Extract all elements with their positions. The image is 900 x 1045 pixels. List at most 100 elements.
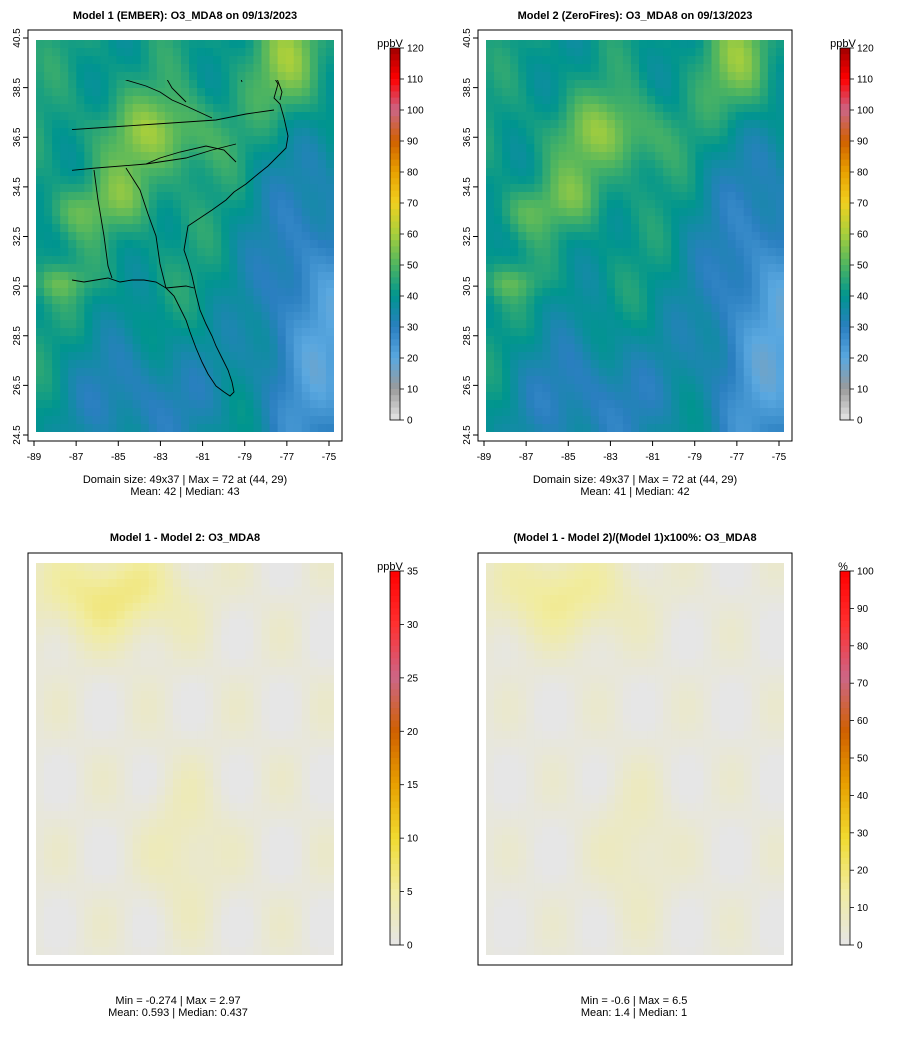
grid-cell <box>743 256 753 265</box>
grid-cell <box>727 240 737 249</box>
grid-cell <box>494 264 503 273</box>
grid-cell <box>735 152 745 161</box>
grid-cell <box>301 264 311 273</box>
grid-cell <box>148 747 158 756</box>
grid-cell <box>261 603 271 612</box>
grid-cell <box>156 72 166 81</box>
grid-cell <box>703 104 713 113</box>
grid-cell <box>213 64 222 73</box>
grid-cell <box>630 104 640 113</box>
grid-cell <box>574 424 584 432</box>
grid-cell <box>245 224 255 233</box>
grid-cell <box>116 232 126 241</box>
grid-cell <box>566 56 576 65</box>
grid-cell <box>534 152 543 161</box>
grid-cell <box>759 224 769 233</box>
grid-cell <box>550 424 560 432</box>
grid-cell <box>285 232 295 241</box>
grid-cell <box>719 144 729 153</box>
grid-cell <box>245 392 255 401</box>
grid-cell <box>542 224 552 233</box>
grid-cell <box>566 224 576 233</box>
grid-cell <box>510 152 519 161</box>
grid-cell <box>711 72 721 81</box>
grid-cell <box>301 256 311 265</box>
grid-cell <box>558 128 568 137</box>
grid-cell <box>44 587 53 596</box>
grid-cell <box>148 328 158 337</box>
grid-cell <box>598 120 608 129</box>
grid-cell <box>647 408 656 417</box>
grid-cell <box>317 272 327 281</box>
grid-cell <box>261 56 271 65</box>
grid-cell <box>542 176 552 185</box>
grid-cell <box>486 216 495 225</box>
grid-cell <box>100 771 110 780</box>
grid-cell <box>317 723 327 732</box>
grid-cell <box>590 256 600 265</box>
grid-cell <box>205 200 214 209</box>
grid-cell <box>687 56 696 65</box>
colorbar-swatch <box>390 407 400 415</box>
grid-cell <box>590 48 600 57</box>
grid-cell <box>124 723 134 732</box>
grid-cell <box>108 739 118 748</box>
grid-cell <box>671 272 680 281</box>
grid-cell <box>237 699 246 708</box>
grid-cell <box>550 88 560 97</box>
grid-cell <box>622 232 632 241</box>
grid-cell <box>703 296 713 305</box>
grid-cell <box>751 104 761 113</box>
grid-cell <box>301 563 311 572</box>
grid-cell <box>92 603 102 612</box>
grid-cell <box>229 699 238 708</box>
grid-cell <box>285 328 295 337</box>
grid-cell <box>52 176 61 185</box>
grid-cell <box>100 424 110 432</box>
grid-cell <box>84 328 93 337</box>
grid-cell <box>598 344 608 353</box>
grid-cell <box>550 344 560 353</box>
grid-cell <box>727 192 737 201</box>
grid-cell <box>108 48 118 57</box>
grid-cell <box>277 368 287 377</box>
grid-cell <box>76 328 85 337</box>
grid-cell <box>639 344 648 353</box>
grid-cell <box>663 416 672 425</box>
grid-cell <box>679 48 688 57</box>
grid-cell <box>671 56 680 65</box>
grid-cell <box>108 232 118 241</box>
grid-cell <box>566 64 576 73</box>
grid-cell <box>44 731 53 740</box>
grid-cell <box>68 80 77 89</box>
grid-cell <box>76 587 85 596</box>
grid-cell <box>317 144 327 153</box>
grid-cell <box>582 216 592 225</box>
grid-cell <box>639 312 648 321</box>
grid-cell <box>108 408 118 417</box>
grid-cell <box>148 667 158 676</box>
grid-cell <box>293 272 303 281</box>
grid-cell <box>534 288 543 297</box>
grid-cell <box>566 296 576 305</box>
grid-cell <box>301 771 311 780</box>
grid-cell <box>639 72 648 81</box>
grid-cell <box>711 288 721 297</box>
grid-cell <box>775 424 784 432</box>
grid-cell <box>767 168 777 177</box>
grid-cell <box>253 611 263 620</box>
grid-cell <box>148 264 158 273</box>
grid-cell <box>237 643 246 652</box>
grid-cell <box>68 104 77 113</box>
grid-cell <box>36 248 45 257</box>
grid-cell <box>189 56 198 65</box>
colorbar-swatch <box>390 178 400 185</box>
grid-cell <box>245 56 255 65</box>
grid-cell <box>671 328 680 337</box>
grid-cell <box>60 368 69 377</box>
grid-cell <box>614 64 624 73</box>
grid-cell <box>285 144 295 153</box>
grid-cell <box>277 707 287 716</box>
grid-cell <box>261 731 271 740</box>
grid-cell <box>695 240 705 249</box>
